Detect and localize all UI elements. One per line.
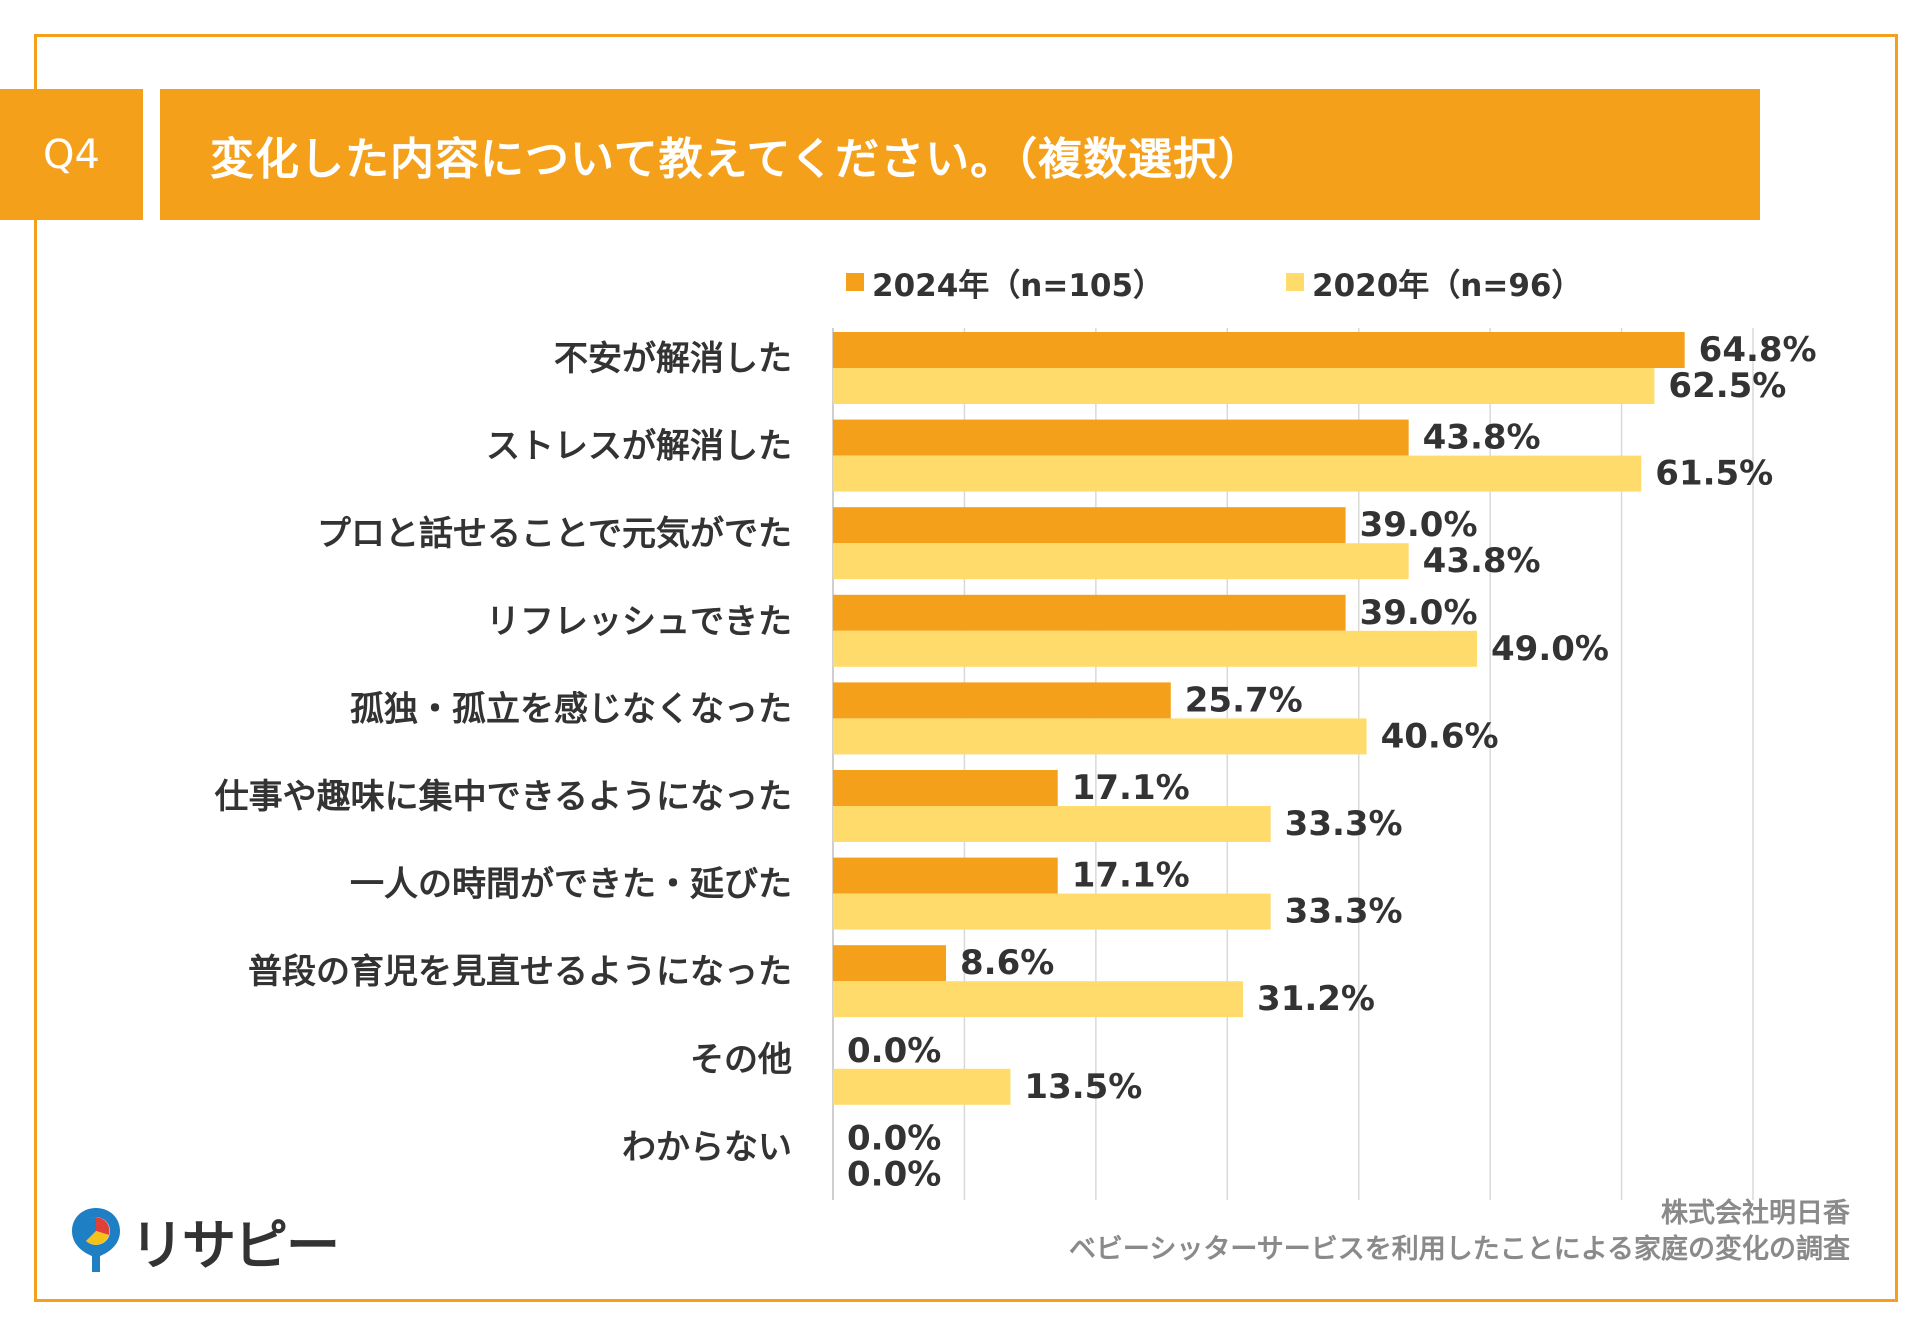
legend-swatch-2020 — [1286, 273, 1304, 291]
bar — [833, 1068, 1011, 1105]
source-note: 株式会社明日香 ベビーシッターサービスを利用したことによる家庭の変化の調査 — [1069, 1196, 1850, 1268]
category-label: 孤独・孤立を感じなくなった — [350, 689, 792, 729]
bar — [833, 507, 1346, 544]
bar — [833, 594, 1346, 631]
data-label: 33.3% — [1285, 804, 1403, 844]
category-label: わからない — [622, 1127, 792, 1167]
bar — [833, 806, 1271, 842]
bar — [833, 857, 1058, 894]
logo-text: リサピー — [130, 1213, 340, 1277]
source-survey: ベビーシッターサービスを利用したことによる家庭の変化の調査 — [1068, 1234, 1850, 1265]
data-label: 62.5% — [1668, 366, 1786, 406]
data-label: 33.3% — [1285, 892, 1403, 932]
legend-item-2024: 2024年（n=105） — [846, 262, 1165, 304]
legend-item-2020: 2020年（n=96） — [1286, 262, 1583, 304]
data-label: 13.5% — [1024, 1067, 1142, 1107]
data-label: 8.6% — [960, 943, 1054, 983]
data-label: 0.0% — [847, 1031, 941, 1071]
data-label: 17.1% — [1072, 768, 1190, 808]
data-label: 0.0% — [847, 1118, 941, 1158]
category-label: リフレッシュできた — [486, 602, 792, 642]
bar — [833, 682, 1171, 719]
legend-swatch-2024 — [846, 273, 864, 291]
question-number: Q4 — [0, 89, 143, 220]
data-label: 64.8% — [1699, 330, 1817, 370]
data-label: 49.0% — [1491, 629, 1609, 669]
category-label: 不安が解消した — [554, 339, 792, 379]
legend-label-2024: 2024年（n=105） — [872, 267, 1165, 304]
data-label: 61.5% — [1655, 454, 1773, 494]
bar — [833, 368, 1655, 404]
category-label: 一人の時間ができた・延びた — [350, 865, 792, 905]
bar — [833, 893, 1271, 930]
bar — [833, 419, 1409, 456]
category-label: ストレスが解消した — [486, 427, 792, 467]
data-label: 25.7% — [1185, 680, 1303, 720]
bar — [833, 770, 1058, 806]
bar — [833, 455, 1642, 492]
risapi-logo: リサピー — [68, 1200, 340, 1280]
bar — [833, 543, 1409, 580]
bar — [833, 945, 947, 982]
data-label: 40.6% — [1381, 716, 1499, 756]
bar — [833, 981, 1244, 1018]
chart-frame — [34, 34, 1898, 1302]
question-title: 変化した内容について教えてください。（複数選択） — [160, 89, 1760, 220]
bar — [833, 630, 1477, 667]
data-label: 43.8% — [1423, 418, 1541, 458]
category-label: その他 — [690, 1040, 792, 1080]
legend-label-2020: 2020年（n=96） — [1312, 267, 1583, 304]
data-label: 0.0% — [847, 1154, 941, 1194]
data-label: 39.0% — [1360, 593, 1478, 633]
bar — [833, 332, 1685, 368]
source-company: 株式会社明日香 — [1661, 1198, 1850, 1229]
data-label: 31.2% — [1257, 979, 1375, 1019]
category-label: 仕事や趣味に集中できるようになった — [215, 777, 792, 817]
bar — [833, 718, 1367, 755]
pin-logo-icon — [72, 1208, 120, 1272]
category-label: 普段の育児を見直せるようになった — [248, 952, 792, 992]
category-label: プロと話せることで元気がでた — [317, 514, 792, 554]
data-label: 39.0% — [1360, 505, 1478, 545]
data-label: 17.1% — [1072, 856, 1190, 896]
data-label: 43.8% — [1423, 541, 1541, 581]
